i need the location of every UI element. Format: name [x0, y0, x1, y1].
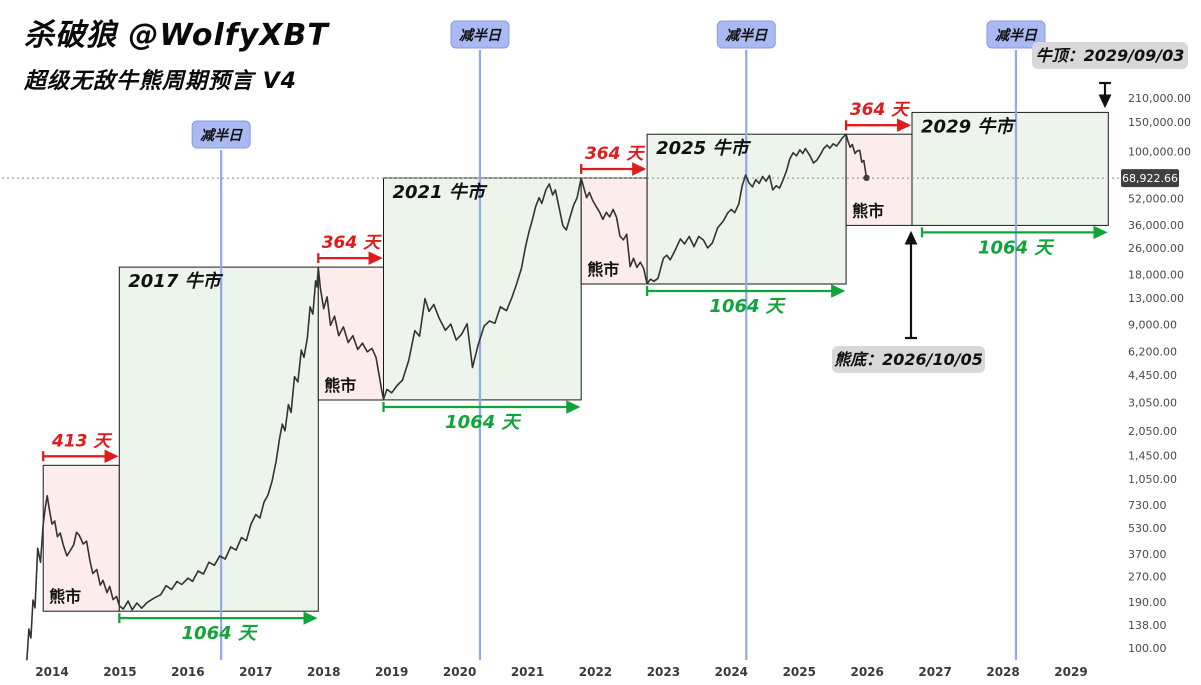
y-axis-label: 1,450.00 — [1128, 450, 1177, 463]
cycle-box-bull — [118, 266, 319, 612]
page-title: 杀破狼 @WolfyXBT — [24, 18, 329, 53]
bull-duration-arrow — [645, 286, 843, 296]
y-axis-label: 9,000.00 — [1128, 318, 1177, 331]
cycle-box-bear — [845, 133, 913, 226]
y-axis-label: 1,050.00 — [1128, 473, 1177, 486]
y-axis-label: 6,200.00 — [1128, 345, 1177, 358]
bull-duration-label: 1064 天 — [709, 296, 785, 317]
y-axis-label: 138.00 — [1128, 619, 1167, 632]
cycle-box-bear — [317, 266, 384, 401]
bull-duration-label: 1064 天 — [445, 412, 521, 433]
halving-label-box — [716, 20, 776, 49]
bear-duration-arrow — [317, 253, 380, 263]
y-axis-label: 26,000.00 — [1128, 242, 1184, 255]
x-axis-label: 2019 — [375, 665, 408, 679]
x-axis-label: 2023 — [647, 665, 680, 679]
x-axis-label: 2014 — [35, 665, 68, 679]
bear-duration-arrow — [42, 451, 116, 461]
x-axis-label: 2020 — [443, 665, 476, 679]
bull-duration-arrow — [382, 402, 579, 412]
cycle-box-bull — [383, 177, 582, 401]
y-axis-label: 100,000.00 — [1128, 145, 1191, 158]
bear-market-label: 熊市 — [49, 587, 81, 606]
bear-duration-arrow — [844, 120, 909, 130]
bull-duration-arrow — [920, 227, 1105, 237]
last-price-dot — [863, 174, 870, 181]
annotation-bear-bottom-pill — [832, 346, 985, 373]
page-subtitle: 超级无敌牛熊周期预言 V4 — [24, 69, 297, 94]
x-axis-label: 2029 — [1054, 665, 1087, 679]
x-axis-label: 2015 — [103, 665, 136, 679]
bear-duration-label: 364 天 — [585, 144, 645, 164]
bull-market-label: 2017 牛市 — [128, 271, 223, 292]
y-axis-label: 36,000.00 — [1128, 219, 1184, 232]
y-axis-label: 370.00 — [1128, 548, 1167, 561]
current-price-tag-label: 68,922.66 — [1122, 172, 1178, 185]
y-axis-label: 2,050.00 — [1128, 425, 1177, 438]
y-axis-label: 530.00 — [1128, 522, 1167, 535]
annotation-bear-bottom-label: 熊底：2026/10/05 — [834, 350, 983, 369]
bull-market-label: 2029 牛市 — [921, 116, 1016, 137]
bear-duration-label: 364 天 — [850, 100, 910, 120]
bear-duration-label: 364 天 — [322, 233, 382, 253]
y-axis-label: 100.00 — [1128, 642, 1167, 655]
y-axis-label: 13,000.00 — [1128, 292, 1184, 305]
title-block: 杀破狼 @WolfyXBT 超级无敌牛熊周期预言 V4 — [24, 10, 329, 95]
x-axis-label: 2017 — [239, 665, 272, 679]
bull-market-label: 2021 牛市 — [393, 182, 488, 203]
halving-label: 减半日 — [725, 27, 768, 44]
bear-market-label: 熊市 — [852, 201, 884, 220]
bear-duration-label: 413 天 — [51, 431, 112, 451]
x-axis-label: 2021 — [511, 665, 544, 679]
y-axis-label: 4,450.00 — [1128, 369, 1177, 382]
bull-duration-label: 1064 天 — [978, 237, 1054, 258]
y-axis-label: 190.00 — [1128, 596, 1167, 609]
x-axis-label: 2018 — [307, 665, 340, 679]
price-curve — [26, 133, 868, 661]
y-axis-label: 730.00 — [1128, 499, 1167, 512]
annotation-bull-top-pill — [1032, 42, 1188, 69]
halving-label-box — [450, 20, 510, 49]
bull-market-label: 2025 牛市 — [656, 138, 751, 159]
y-axis-label: 210,000.00 — [1128, 92, 1191, 105]
y-axis-label: 150,000.00 — [1128, 116, 1191, 129]
x-axis-label: 2028 — [986, 665, 1019, 679]
x-axis-label: 2025 — [783, 665, 816, 679]
annotation-bull-top-label: 牛顶：2029/09/03 — [1036, 46, 1185, 65]
current-price-tag — [1121, 169, 1179, 188]
bear-market-label: 熊市 — [587, 260, 619, 279]
y-axis-label: 270.00 — [1128, 571, 1167, 584]
cycle-box-bull — [911, 111, 1109, 226]
y-axis-label: 3,050.00 — [1128, 396, 1177, 409]
x-axis-label: 2027 — [918, 665, 951, 679]
bear-market-label: 熊市 — [324, 376, 356, 395]
bull-duration-label: 1064 天 — [182, 623, 258, 644]
y-axis-label: 18,000.00 — [1128, 269, 1184, 282]
x-axis-label: 2024 — [715, 665, 748, 679]
halving-label: 减半日 — [995, 27, 1038, 44]
x-axis-label: 2022 — [579, 665, 612, 679]
y-axis-label: 52,000.00 — [1128, 192, 1184, 205]
halving-label-box — [986, 20, 1046, 49]
x-axis-label: 2016 — [171, 665, 204, 679]
bear-duration-arrow — [580, 164, 644, 174]
halving-label: 减半日 — [459, 27, 502, 44]
x-axis-label: 2026 — [850, 665, 883, 679]
bull-duration-arrow — [118, 613, 315, 623]
halving-label: 减半日 — [200, 127, 243, 144]
halving-label-box — [191, 120, 251, 149]
